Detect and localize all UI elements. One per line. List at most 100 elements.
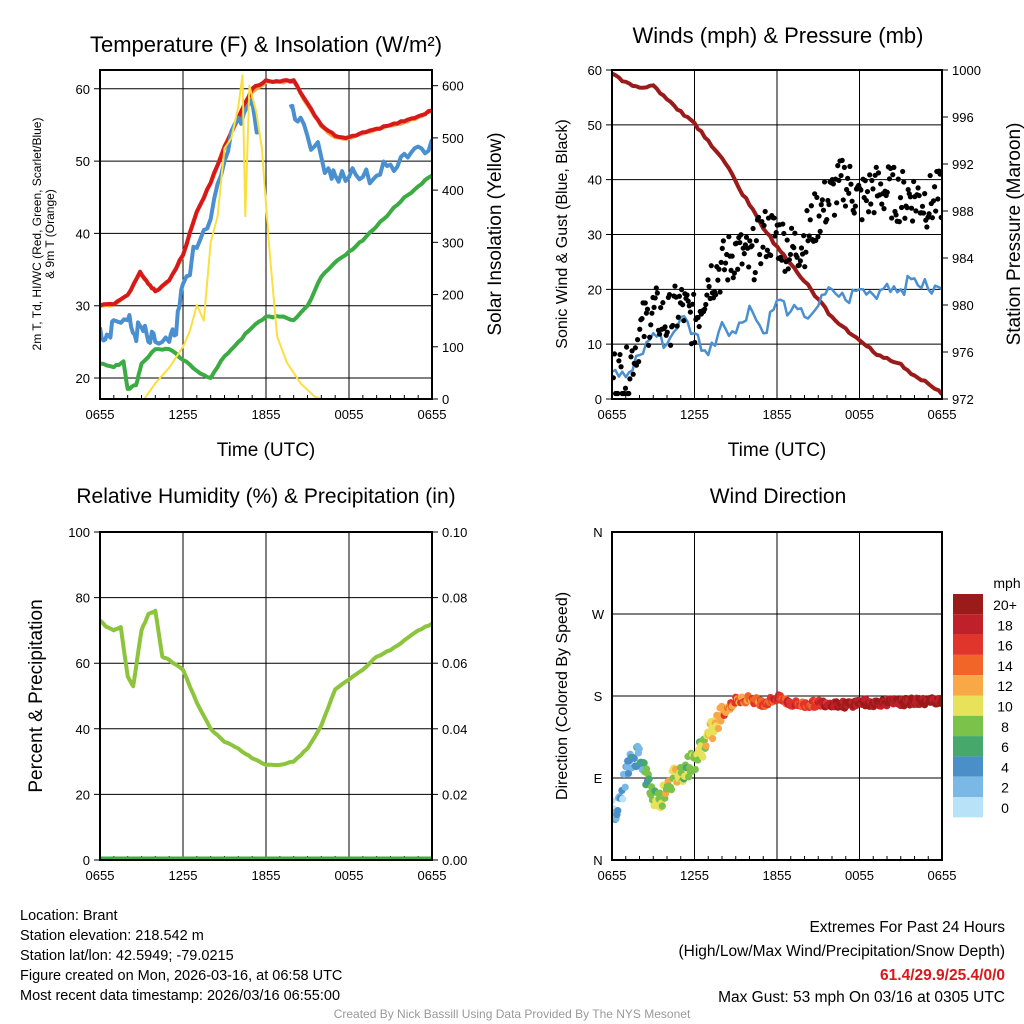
gust-point [785,266,791,272]
gust-point [623,344,630,350]
direction-point [621,783,629,791]
gust-point [641,333,647,340]
gust-point [841,164,847,170]
gust-point [840,197,846,203]
y2-tick-label: 996 [952,110,974,125]
gust-point [737,239,743,246]
legend-swatch [953,797,983,818]
gust-point [696,323,702,330]
gust-point [821,179,828,185]
gust-point [771,215,777,221]
gust-point [618,364,624,370]
series-td [100,173,432,391]
gust-point [852,203,858,209]
chart-title: Relative Humidity (%) & Precipitation (i… [76,485,455,508]
gust-point [705,277,711,283]
gust-point [814,194,820,201]
legend-label: 10 [997,699,1013,715]
x-tick-label: 1255 [169,868,198,883]
gust-point [630,371,636,377]
gust-point [730,275,736,281]
gust-point [791,245,797,251]
gust-point [904,205,910,211]
gust-point [757,251,763,258]
gust-point [674,323,680,329]
gust-point [662,324,668,330]
gust-point [870,186,876,192]
gust-point [871,210,877,216]
panel-1 [606,69,948,400]
legend-label: 0 [1001,800,1009,816]
gust-point [862,178,868,184]
direction-point [635,745,643,753]
y2-tick-label: 1000 [952,63,981,78]
y2-tick-label: 200 [442,288,464,303]
gust-point [653,285,659,291]
gust-point [722,260,729,266]
legend-swatch [953,614,983,635]
gust-point [719,245,725,252]
gust-point [807,217,813,223]
gust-point [802,264,808,270]
gust-point [816,213,822,219]
recent-timestamp: Most recent data timestamp: 2026/03/16 0… [20,988,341,1004]
y2-axis-label: Station Pressure (Maroon) [1004,123,1024,346]
y-tick-label: 0 [595,392,602,407]
gust-point [893,212,899,218]
gust-point [644,306,651,312]
direction-point [640,759,648,767]
elevation: Station elevation: 218.542 m [20,928,204,944]
gust-point [819,197,825,203]
gust-point [842,203,849,209]
y2-tick-label: 0.06 [442,656,467,671]
x-tick-label: 0655 [86,868,115,883]
gust-point [805,238,811,244]
plot-frame [611,69,943,400]
y-tick-label: 40 [588,173,602,188]
gust-point [676,293,682,299]
y-axis-label: Sonic Wind & Gust (Blue, Black) [554,119,571,348]
gust-point [898,204,905,211]
y-tick-label: 20 [76,787,90,802]
extremes-values: 61.4/29.9/25.4/0/0 [880,967,1005,984]
gust-point [865,209,872,215]
y-axis-label: 2m T, Td, HI/WC (Red, Green, Scarlet/Blu… [30,118,44,351]
gust-point [762,208,768,215]
gust-point [824,216,830,223]
x-tick-label: 1855 [763,868,792,883]
gust-point [636,359,642,365]
plot-area [100,608,432,860]
x-tick-label: 1855 [763,407,792,422]
direction-point [699,753,707,761]
credit: Created By Nick Bassill Using Data Provi… [333,1007,691,1021]
gust-point [759,218,765,225]
x-tick-label: 0655 [598,407,627,422]
plot-frame [99,531,433,861]
gust-point [758,261,764,267]
direction-point [667,786,676,794]
gust-point [708,263,714,269]
gust-point [721,267,728,273]
legend-label: 20+ [993,597,1017,613]
gust-point [720,238,726,244]
gust-point [716,266,722,272]
gust-point [750,225,756,232]
x-axis-label: Time (UTC) [217,440,316,461]
x-axis-label: Time (UTC) [728,440,827,461]
gust-point [787,251,794,258]
gust-point [835,163,841,169]
gust-point [667,342,674,348]
gust-point [656,331,663,337]
gust-point [937,171,942,177]
gust-point [612,351,618,357]
gust-point [907,194,913,200]
gust-point [637,326,643,332]
gust-point [639,316,645,322]
gust-point [751,277,757,283]
gust-point [648,322,654,328]
gust-point [924,224,930,230]
gust-point [649,310,655,316]
gust-point [830,181,836,187]
gust-point [848,181,854,187]
panel-0 [94,69,438,400]
